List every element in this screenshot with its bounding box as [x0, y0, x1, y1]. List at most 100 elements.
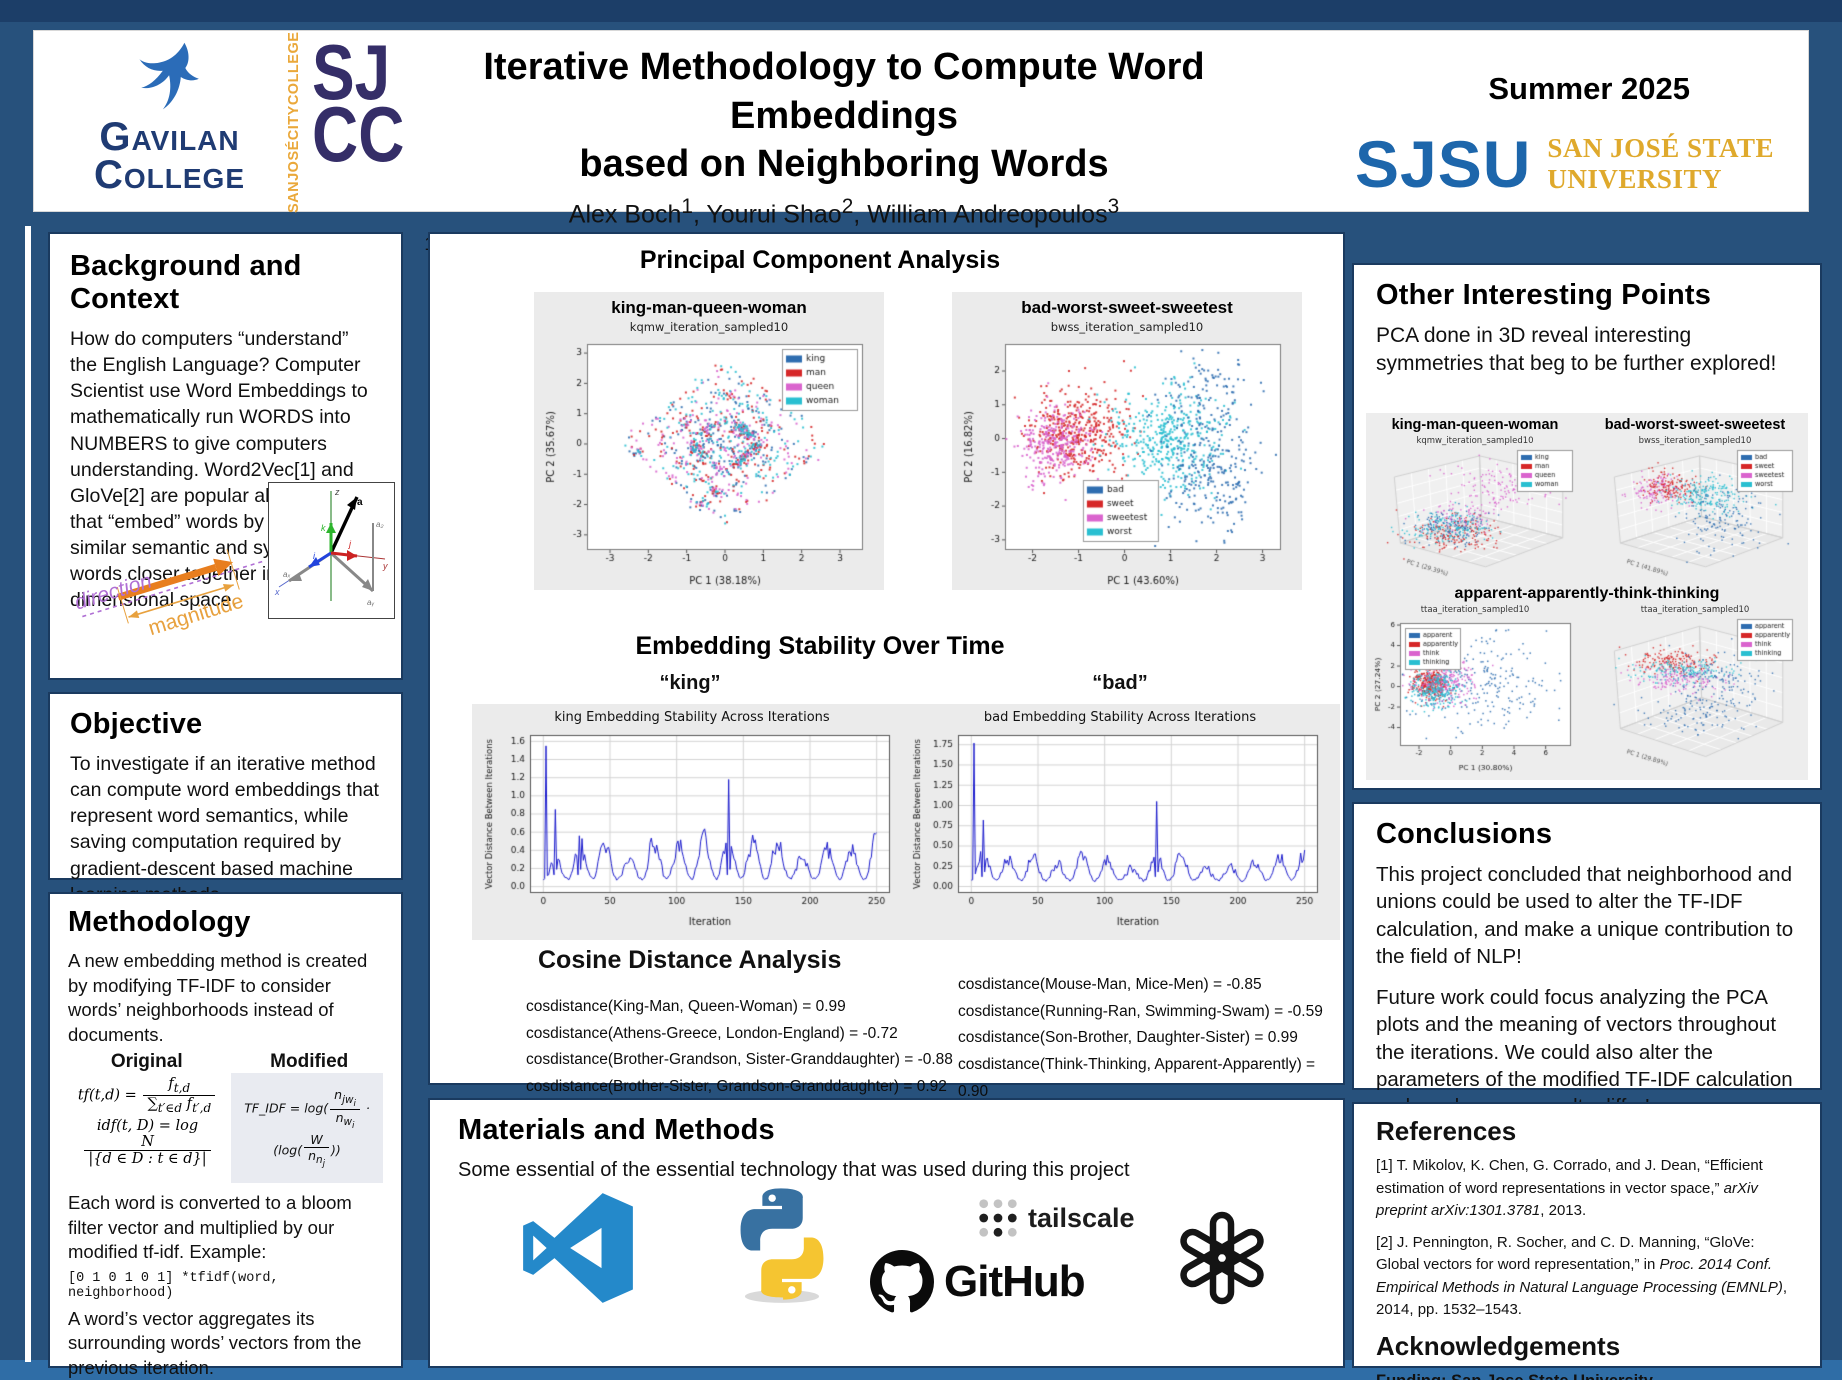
unit-i-label: i	[313, 551, 316, 561]
unit-k-label: k	[321, 523, 326, 533]
original-label: Original	[110, 1051, 183, 1073]
acknowledgements-heading: Acknowledgements	[1376, 1330, 1621, 1361]
sjcc-mark-line1: SJ	[312, 28, 391, 116]
github-icon: GitHub	[870, 1250, 1086, 1314]
cosine-right-item: cosdistance(Mouse-Man, Mice-Men) = -0.85	[958, 976, 1262, 993]
poster-left-edge	[25, 226, 31, 1362]
cosine-left-item: cosdistance(Brother-Grandson, Sister-Gra…	[526, 1051, 953, 1069]
bwss-3d-title: bad-worst-sweet-sweetest	[1604, 417, 1786, 433]
section-references: References [1] T. Mikolov, K. Chen, G. C…	[1352, 1102, 1822, 1380]
stability-heading: Embedding Stability Over Time	[635, 632, 1005, 660]
axes-diagram-frame: z x y a k i j aₓ aᵧ a₂	[268, 482, 395, 619]
cosine-right-item: cosdistance(Think-Thinking, Apparent-App…	[958, 1055, 1316, 1100]
idf-formula: idf(t, D) = log N |{d ∈ D : t ∈ d}|	[68, 1118, 227, 1167]
section-objective: Objective To investigate if an iterative…	[48, 692, 403, 906]
other-heading: Other Interesting Points	[1376, 279, 1712, 311]
bwss-3d-scatter-canvas	[1594, 448, 1797, 580]
cosine-list-left: cosdistance(King-Man, Queen-Woman) = 0.9…	[526, 994, 953, 1127]
section-other-points: Other Interesting Points PCA done in 3D …	[1352, 263, 1822, 790]
king-stability-line-canvas	[482, 727, 902, 927]
cosine-heading: Cosine Distance Analysis	[538, 946, 842, 974]
bloom-code: [0 1 0 1 0 1] *tfidf(word, neighborhood)	[68, 1270, 279, 1301]
kqmw-3d-scatter-canvas	[1374, 448, 1577, 580]
authors-line: Alex Boch1, Yourui Shao2, William Andreo…	[568, 194, 1120, 229]
bad-quote-label: “bad”	[1092, 672, 1148, 694]
bloom-text: Each word is converted to a bloom filter…	[68, 1192, 352, 1263]
formula-labels: Original Modified	[68, 1051, 383, 1073]
cosine-left-item: cosdistance(King-Man, Queen-Woman) = 0.9…	[526, 998, 846, 1015]
vector-a-label: a	[357, 497, 363, 508]
section-materials: Materials and Methods Some essential of …	[428, 1098, 1345, 1368]
reference-item-2: [2] J. Pennington, R. Socher, and C. D. …	[1376, 1233, 1788, 1319]
ttaa-3d-subtitle: ttaa_iteration_sampled10	[1640, 605, 1750, 615]
other-body: PCA done in 3D reveal interesting symmet…	[1376, 324, 1777, 376]
modified-label: Modified	[270, 1051, 349, 1073]
tailscale-label: tailscale	[1028, 1202, 1135, 1233]
sjsu-logo: SJSU SAN JOSÉ STATE UNIVERSITY	[1355, 131, 1774, 197]
sjsu-wordmark: SAN JOSÉ STATE UNIVERSITY	[1547, 133, 1774, 195]
sjcc-mark: SJ CC	[312, 28, 404, 174]
github-label: GitHub	[944, 1257, 1086, 1306]
poster-title-line2: based on Neighboring Words	[579, 143, 1109, 186]
panel-bad-line: bad Embedding Stability Across Iteration…	[900, 704, 1340, 940]
materials-body: Some essential of the essential technolo…	[458, 1159, 1130, 1181]
poster-title-line1: Iterative Methodology to Compute Word Em…	[483, 46, 1205, 137]
panel-bwss-2d: bad-worst-sweet-sweetest bwss_iteration_…	[952, 292, 1302, 590]
bwss-2d-scatter-canvas	[961, 336, 1293, 586]
ttaa-2d-scatter-canvas	[1372, 617, 1579, 772]
kqmw-3d-subtitle: kqmw_iteration_sampled10	[1416, 436, 1534, 446]
cosine-right-item: cosdistance(Running-Ran, Swimming-Swam) …	[958, 1002, 1323, 1020]
gavilan-wordmark-line2: College	[93, 153, 245, 197]
section-methodology: Methodology A new embedding method is cr…	[48, 892, 403, 1378]
king-line-title: king Embedding Stability Across Iteratio…	[554, 710, 830, 725]
aggregate-text: A word’s vector aggregates its surroundi…	[68, 1307, 362, 1379]
bwss-panel-subtitle: bwss_iteration_sampled10	[1050, 320, 1204, 334]
gavilan-logo: Gavilan College	[62, 41, 277, 197]
methodology-heading: Methodology	[68, 906, 251, 938]
background-heading: Background and Context	[70, 250, 302, 315]
vscode-icon	[522, 1192, 634, 1309]
axis-z-label: z	[334, 487, 340, 497]
sjsu-wordmark-line2: UNIVERSITY	[1547, 164, 1722, 194]
king-quote-label: “king”	[659, 672, 721, 694]
term-label: Summer 2025	[1488, 71, 1690, 106]
sjsu-mark: SJSU	[1355, 127, 1532, 201]
ttaa-2d-subtitle: ttaa_iteration_sampled10	[1420, 605, 1530, 615]
bad-stability-line-canvas	[910, 727, 1330, 927]
axis-x-label: x	[274, 587, 280, 597]
kqmw-panel-title: king-man-queen-woman	[611, 298, 807, 317]
conclusions-heading: Conclusions	[1376, 818, 1553, 850]
kqmw-2d-scatter-canvas	[543, 336, 875, 586]
sjsu-wordmark-line1: SAN JOSÉ STATE	[1547, 132, 1774, 163]
ay-label: aᵧ	[367, 598, 374, 607]
materials-heading: Materials and Methods	[458, 1114, 775, 1146]
gavilan-wordmark-line1: Gavilan	[99, 115, 240, 159]
direction-magnitude-diagram: direction magnitude	[72, 549, 263, 640]
references-heading: References	[1376, 1116, 1517, 1146]
unit-j-label: j	[348, 539, 352, 549]
ttaa-3d-scatter-canvas	[1594, 617, 1797, 772]
conclusions-paragraph-2: Future work could focus analyzing the PC…	[1376, 986, 1793, 1118]
section-results: Principal Component Analysis king-man-qu…	[428, 232, 1345, 1153]
python-icon	[722, 1184, 842, 1309]
axis-y-label: y	[382, 561, 388, 571]
vector-diagrams: direction magnitude	[68, 482, 398, 672]
background-body: How do computers “understand” the Englis…	[70, 328, 368, 612]
header: Gavilan College SANJOSÉCITYCOLLEGE SJ CC…	[33, 28, 1809, 264]
axes-3d-diagram: z x y a k i j aₓ aᵧ a₂	[274, 487, 388, 607]
cosine-left-item: cosdistance(Athens-Greece, London-Englan…	[526, 1024, 898, 1042]
kqmw-3d-title: king-man-queen-woman	[1391, 417, 1559, 433]
ax-label: aₓ	[283, 570, 291, 579]
methodology-intro: A new embedding method is created by mod…	[68, 950, 368, 1045]
kqmw-panel-subtitle: kqmw_iteration_sampled10	[629, 320, 789, 334]
other-plots-panel: king-man-queen-woman bad-worst-sweet-swe…	[1366, 413, 1808, 780]
ttaa-shared-title: apparent-apparently-think-thinking	[1454, 585, 1720, 602]
formula-row: tf(t,d) = ft,d ∑t′∈d ft′,d idf(t, D) = lo…	[68, 1073, 383, 1184]
original-formulas: tf(t,d) = ft,d ∑t′∈d ft′,d idf(t, D) = lo…	[68, 1073, 227, 1170]
tf-formula: tf(t,d) = ft,d ∑t′∈d ft′,d	[68, 1076, 227, 1115]
panel-king-line: king Embedding Stability Across Iteratio…	[472, 704, 912, 940]
sjcc-vertical-text: SANJOSÉCITYCOLLEGE	[286, 31, 302, 213]
reference-item-1: [1] T. Mikolov, K. Chen, G. Corrado, and…	[1376, 1157, 1763, 1219]
